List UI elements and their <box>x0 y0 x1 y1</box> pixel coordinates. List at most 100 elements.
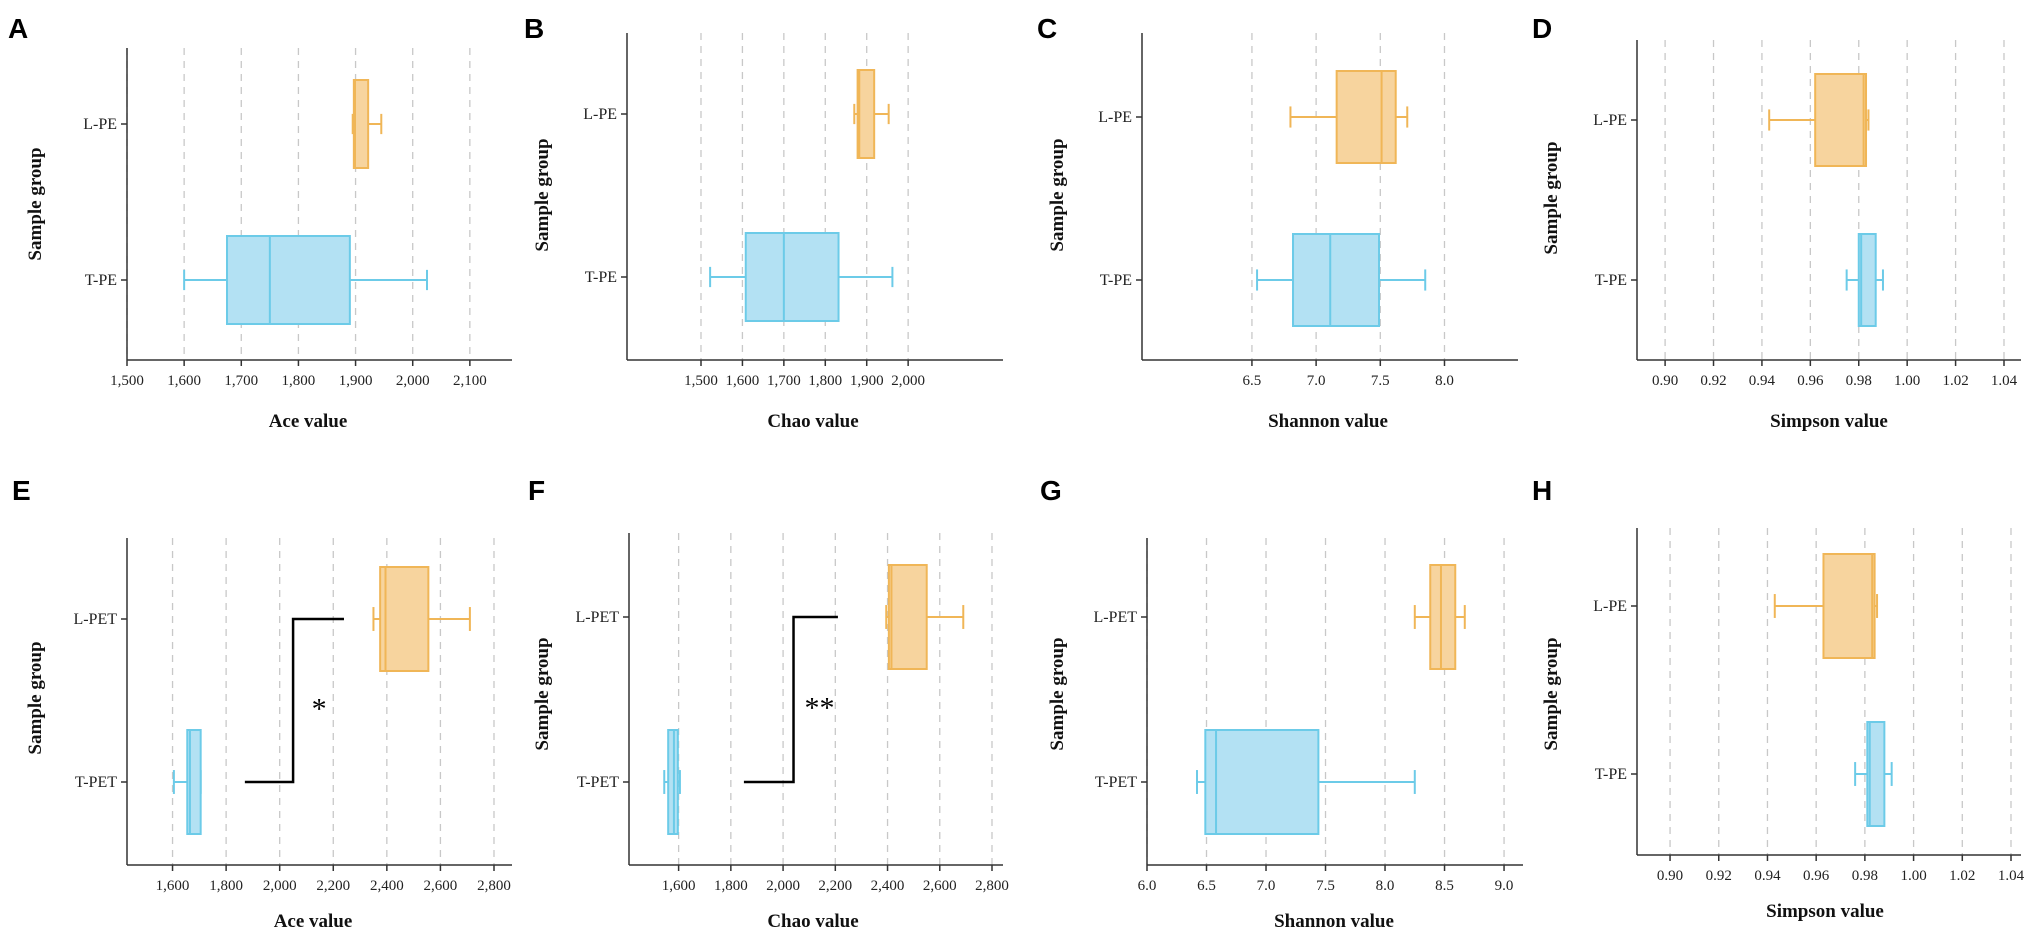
x-tick-label: 1.02 <box>1949 868 1975 884</box>
panel-label: C <box>1037 13 1057 44</box>
box-iqr <box>856 69 876 159</box>
panel-d: D 0.90 0.92 0.94 0.96 0.98 1.00 1.02 1.04 L-PE T-P… <box>1532 13 2021 432</box>
x-tick-label: 1,800 <box>209 878 243 894</box>
x-tick-label: 0.90 <box>1657 868 1683 884</box>
y-axis-title: Sample group <box>1541 637 1562 750</box>
panel-e: E 1,600 1,800 2,000 2,200 2,400 2,600 2,800 L-PE… <box>12 475 512 932</box>
y-category-label: T-PET <box>75 774 117 791</box>
box-iqr <box>1204 729 1320 835</box>
box-t-pet <box>663 729 681 835</box>
y-axis-title: Sample group <box>25 641 46 754</box>
x-tick-label: 1.00 <box>1900 868 1926 884</box>
significance-label: ** <box>805 692 835 725</box>
x-tick-label: 0.96 <box>1803 868 1830 884</box>
panel-label: G <box>1040 475 1062 506</box>
box-l-pet <box>885 564 965 670</box>
x-tick-label: 2,600 <box>923 878 957 894</box>
y-category-label: T-PE <box>1595 766 1627 783</box>
x-axis-title: Chao value <box>767 411 858 432</box>
box-t-pe <box>1256 233 1427 327</box>
y-axis-title: Sample group <box>1047 138 1068 251</box>
x-axis-title: Ace value <box>269 411 348 432</box>
x-tick-label: 7.5 <box>1371 373 1390 389</box>
panel-c: C 6.5 7.0 7.5 8.0 L-PE T-PE Shannon value Sample… <box>1037 13 1518 432</box>
x-tick-label: 1,700 <box>224 373 258 389</box>
x-tick-label: 1,600 <box>156 878 190 894</box>
x-tick-label: 2,400 <box>370 878 404 894</box>
y-category-label: T-PE <box>1100 272 1132 289</box>
box-l-pe <box>1289 70 1409 164</box>
x-tick-label: 1,600 <box>726 373 760 389</box>
box-t-pe <box>1845 233 1884 327</box>
box-iqr <box>1857 233 1877 327</box>
x-axis-title: Simpson value <box>1770 411 1888 432</box>
x-tick-label: 7.5 <box>1316 878 1335 894</box>
x-tick-label: 1,800 <box>714 878 748 894</box>
x-tick-label: 2,000 <box>766 878 800 894</box>
panel-label: D <box>1532 13 1552 44</box>
x-tick-label: 1,600 <box>662 878 696 894</box>
panel-h: H 0.90 0.92 0.94 0.96 0.98 1.00 1.02 1.04 L-PE T-P… <box>1532 475 2025 922</box>
y-category-label: L-PE <box>83 116 117 133</box>
box-iqr <box>226 235 351 325</box>
box-t-pet <box>172 729 202 835</box>
x-tick-label: 2,800 <box>477 878 511 894</box>
x-tick-label: 8.0 <box>1435 373 1454 389</box>
box-l-pe <box>1773 553 1879 659</box>
y-category-label: L-PET <box>575 609 619 626</box>
x-tick-label: 1,500 <box>684 373 718 389</box>
x-tick-label: 0.92 <box>1706 868 1732 884</box>
x-axis-title: Shannon value <box>1274 911 1394 932</box>
x-axis-title: Shannon value <box>1268 411 1388 432</box>
y-category-label: T-PET <box>577 774 619 791</box>
x-tick-label: 0.92 <box>1700 373 1726 389</box>
y-category-label: L-PE <box>1098 109 1132 126</box>
box-iqr <box>379 566 430 672</box>
y-category-label: T-PET <box>1095 774 1137 791</box>
x-tick-label: 1.04 <box>1991 373 2018 389</box>
y-category-label: L-PET <box>1093 609 1137 626</box>
box-iqr <box>352 79 370 169</box>
panel-label: E <box>12 475 31 506</box>
box-iqr <box>1814 73 1868 167</box>
x-tick-label: 1.02 <box>1942 373 1968 389</box>
box-iqr <box>1335 70 1397 164</box>
x-tick-label: 2,200 <box>818 878 852 894</box>
box-l-pet <box>372 566 471 672</box>
box-t-pet <box>1195 729 1416 835</box>
x-tick-label: 1,900 <box>850 373 884 389</box>
x-tick-label: 0.98 <box>1846 373 1872 389</box>
significance-bracket <box>244 617 344 784</box>
significance-bracket <box>743 615 838 784</box>
panel-a: A 1,500 1,600 1,700 1,800 1,900 2,000 2,100 L-PE… <box>8 13 512 432</box>
x-tick-label: 0.94 <box>1754 868 1781 884</box>
box-l-pet <box>1413 564 1466 670</box>
x-tick-label: 2,100 <box>453 373 487 389</box>
x-tick-label: 8.0 <box>1376 878 1395 894</box>
x-tick-label: 2,000 <box>396 373 430 389</box>
x-tick-label: 6.5 <box>1243 373 1262 389</box>
x-axis-title: Simpson value <box>1766 901 1884 922</box>
y-axis-title: Sample group <box>1047 637 1068 750</box>
panel-f: F 1,600 1,800 2,000 2,200 2,400 2,600 2,800 L-PE… <box>528 475 1009 932</box>
y-axis-title: Sample group <box>532 138 553 251</box>
box-l-pe <box>853 69 890 159</box>
x-tick-label: 2,000 <box>891 373 925 389</box>
box-l-pe <box>1768 73 1870 167</box>
panel-label: B <box>524 13 544 44</box>
x-tick-label: 6.5 <box>1197 878 1216 894</box>
y-category-label: L-PET <box>73 611 117 628</box>
x-tick-label: 0.90 <box>1652 373 1678 389</box>
box-iqr <box>887 564 928 670</box>
box-t-pe <box>1854 721 1893 827</box>
x-tick-label: 2,800 <box>975 878 1009 894</box>
panel-label: A <box>8 13 28 44</box>
y-axis-title: Sample group <box>532 637 553 750</box>
x-tick-label: 1,700 <box>767 373 801 389</box>
x-tick-label: 2,200 <box>316 878 350 894</box>
y-category-label: L-PE <box>1593 112 1627 129</box>
panel-label: H <box>1532 475 1552 506</box>
panel-label: F <box>528 475 545 506</box>
y-category-label: T-PE <box>85 272 117 289</box>
